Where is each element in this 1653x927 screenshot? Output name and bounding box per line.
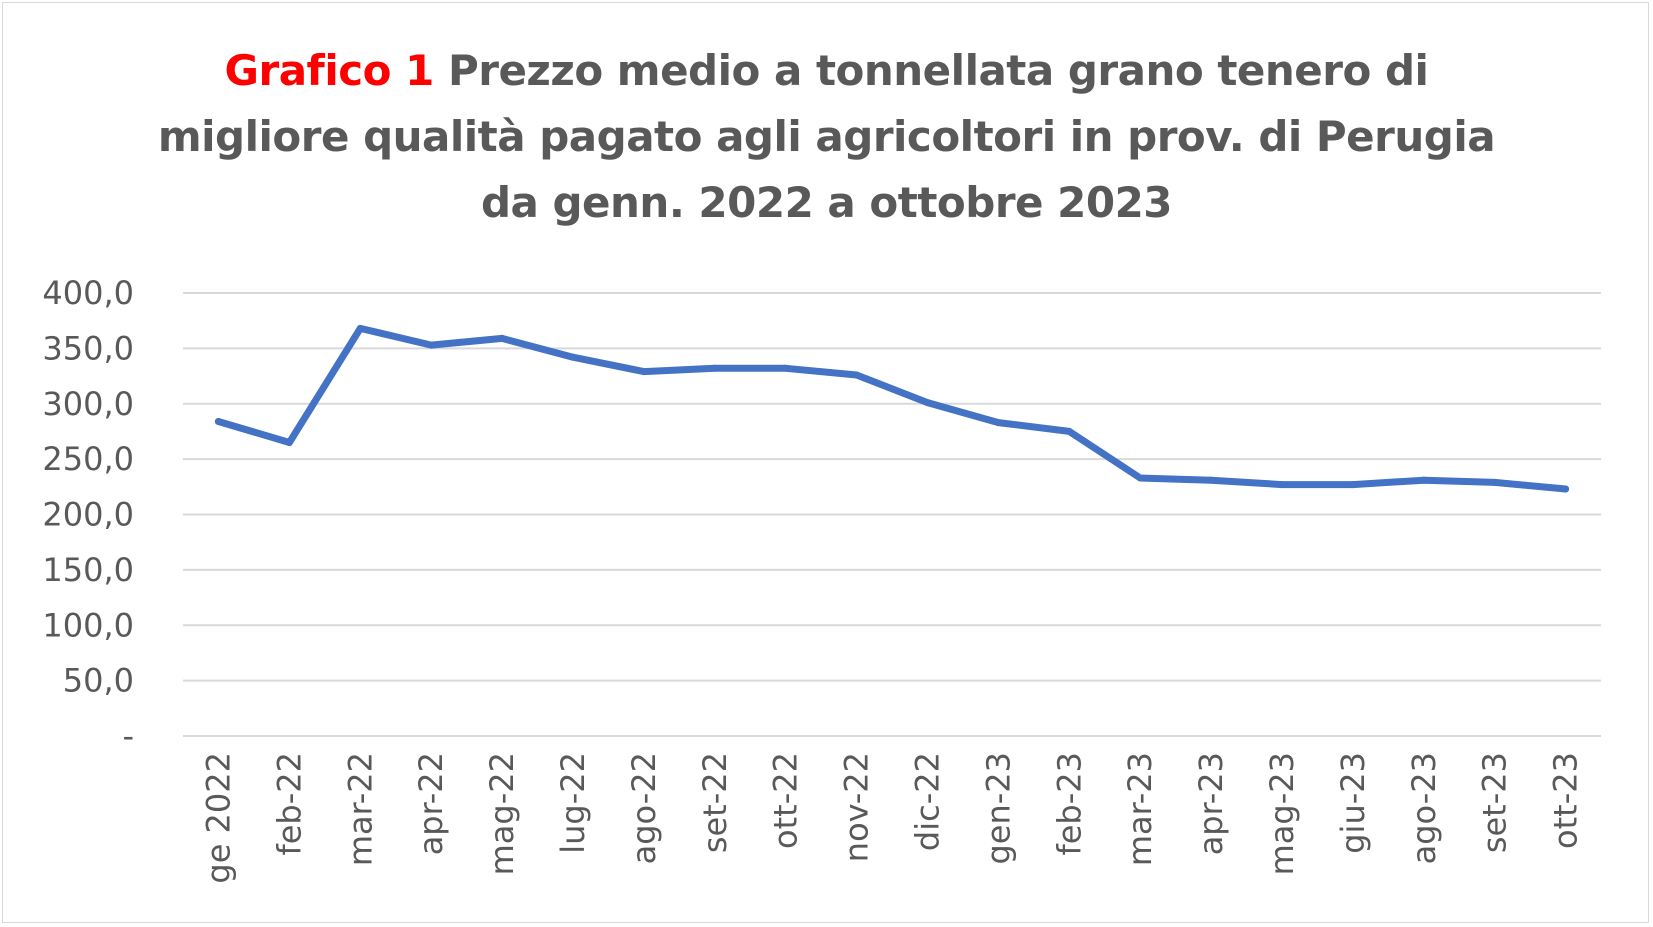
x-tick-label: gen-23 <box>979 752 1017 865</box>
x-tick-label: mag-22 <box>483 752 521 875</box>
data-point <box>994 419 1002 427</box>
data-point <box>1562 485 1570 493</box>
data-point <box>1136 474 1144 482</box>
x-tick-label: ott-23 <box>1547 752 1585 849</box>
x-tick-label: ago-22 <box>625 752 663 864</box>
x-axis-ticks: ge 2022 feb-22 mar-22 apr-22 mag-22 lug-22 ago… <box>199 752 1584 884</box>
data-point <box>1349 481 1357 489</box>
title-text-1: Prezzo medio a tonnellata grano tenero d… <box>447 46 1429 95</box>
x-tick-label: dic-22 <box>908 752 946 851</box>
x-tick-label: ott-22 <box>767 752 805 849</box>
x-tick-label: ge 2022 <box>199 752 237 884</box>
x-tick-label: set-23 <box>1476 752 1514 853</box>
data-point <box>1491 478 1499 486</box>
data-point <box>1207 476 1215 484</box>
data-point <box>214 417 222 425</box>
data-point <box>923 399 931 407</box>
y-tick-label: 350,0 <box>42 329 134 367</box>
x-tick-label: feb-23 <box>1050 752 1088 856</box>
y-tick-label: 400,0 <box>42 274 134 312</box>
x-tick-label: lug-22 <box>554 752 592 854</box>
y-tick-label: 50,0 <box>63 662 134 700</box>
y-tick-label: 150,0 <box>42 551 134 589</box>
data-point <box>569 353 577 361</box>
data-point <box>711 364 719 372</box>
series-line <box>214 324 1570 493</box>
y-axis-ticks: - 50,0 100,0 150,0 200,0 250,0 300,0 350,0 400,0 <box>42 274 134 755</box>
data-point <box>853 371 861 379</box>
gridlines <box>183 292 1601 737</box>
x-tick-label: set-22 <box>696 752 734 853</box>
x-tick-label: mar-22 <box>341 752 379 866</box>
title-line-3: da genn. 2022 a ottobre 2023 <box>480 178 1173 227</box>
y-tick-label: - <box>122 717 134 755</box>
data-point <box>285 439 293 447</box>
title-line-2: migliore qualità pagato agli agricoltori… <box>157 112 1496 161</box>
data-point <box>782 364 790 372</box>
x-tick-label: apr-22 <box>412 752 450 855</box>
data-point <box>498 334 506 342</box>
data-point <box>1065 427 1073 435</box>
x-tick-label: giu-23 <box>1334 752 1372 854</box>
x-tick-label: apr-23 <box>1192 752 1230 855</box>
series-layer <box>214 324 1570 493</box>
data-point <box>640 368 648 376</box>
chart-title: Grafico 1 Prezzo medio a tonnellata gran… <box>0 38 1653 236</box>
x-tick-label: feb-22 <box>270 752 308 856</box>
y-tick-label: 300,0 <box>42 385 134 423</box>
title-accent: Grafico 1 <box>224 46 435 95</box>
title-line-1: Grafico 1 Prezzo medio a tonnellata gran… <box>0 38 1653 104</box>
y-tick-label: 250,0 <box>42 440 134 478</box>
data-point <box>1420 476 1428 484</box>
y-tick-label: 100,0 <box>42 606 134 644</box>
y-tick-label: 200,0 <box>42 496 134 534</box>
x-tick-label: mar-23 <box>1121 752 1159 866</box>
x-tick-label: ago-23 <box>1405 752 1443 864</box>
data-point <box>427 341 435 349</box>
x-tick-label: mag-23 <box>1263 752 1301 875</box>
x-tick-label: nov-22 <box>838 752 876 862</box>
data-point <box>1278 481 1286 489</box>
data-point <box>356 324 364 332</box>
